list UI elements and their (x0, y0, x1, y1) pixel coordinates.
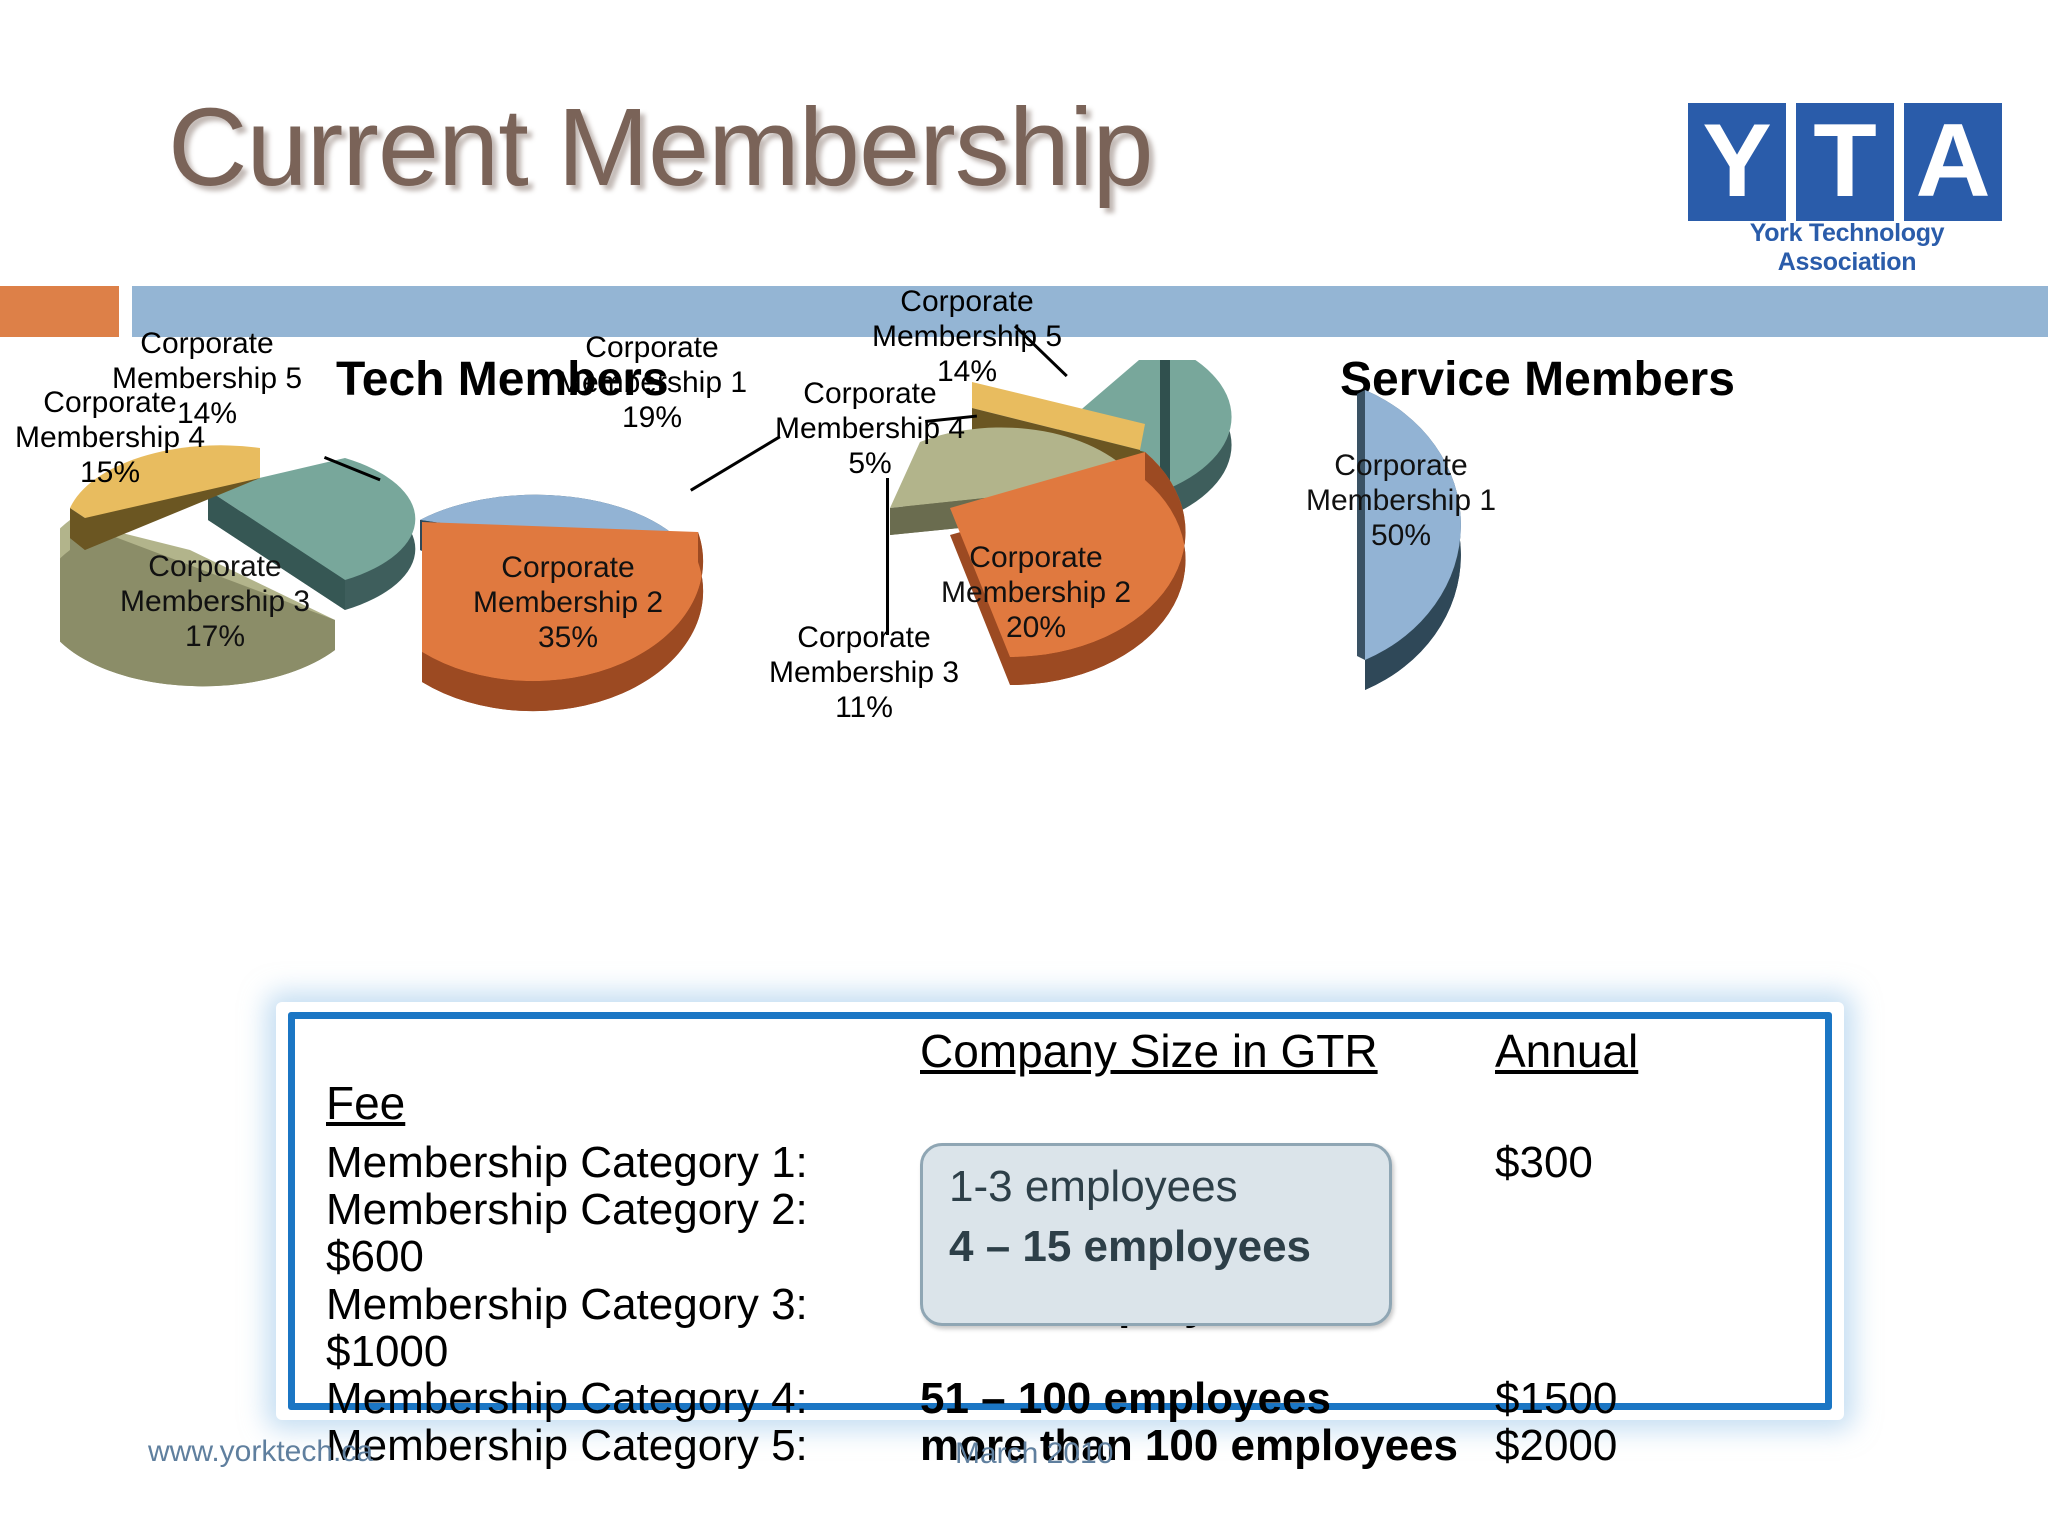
pie-label-value: 20% (1005, 611, 1067, 645)
pie-slice-service-m1 (1357, 390, 1461, 690)
service-members-pie-chart (890, 360, 1461, 690)
pie-label-value: 5% (848, 447, 892, 481)
pie-label-line2: Membership 3 (119, 585, 311, 619)
company-size-callout: 1-3 employees 4 – 15 employees (920, 1143, 1392, 1326)
tech-members-heading: Tech Members (336, 353, 669, 406)
accent-bar-orange (0, 286, 119, 337)
table-row-1-fee: $300 (1495, 1138, 1593, 1187)
table-row-2-category: Membership Category 2: (326, 1185, 808, 1234)
table-row-1-category: Membership Category 1: (326, 1138, 808, 1187)
pie-label-service-m4: Corporate Membership 4 5% (755, 376, 985, 481)
pie-label-tech-m3: Corporate Membership 3 17% (100, 549, 330, 654)
service-members-heading: Service Members (1340, 353, 1735, 406)
table-row-5-fee: $2000 (1495, 1421, 1618, 1470)
pie-label-line2: Membership 5 (871, 320, 1063, 354)
table-header-annual: Annual (1495, 1025, 1639, 1077)
pie-slice-tech-m2 (422, 522, 704, 712)
logo-letter-t: T (1796, 103, 1894, 221)
table-row-2-fee: $600 (326, 1232, 424, 1281)
pie-label-service-m2: Corporate Membership 2 20% (921, 540, 1151, 645)
pie-slice-tech-m5 (208, 458, 416, 610)
pie-label-value: 50% (1370, 519, 1432, 553)
pie-label-line2: Membership 1 (1305, 484, 1497, 518)
pie-label-value: 15% (79, 456, 141, 490)
tech-members-pie-chart (60, 445, 704, 712)
logo-letter-y: Y (1688, 103, 1786, 221)
footer-date: March 2010 (955, 1437, 1114, 1470)
table-row-4-fee: $1500 (1495, 1374, 1618, 1423)
pie-label-line1: Corporate (501, 551, 635, 584)
pie-label-value: 14% (936, 355, 998, 389)
pie-label-line1: Corporate (900, 285, 1034, 318)
pie-label-value: 19% (621, 401, 683, 435)
pie-label-line1: Corporate (1334, 449, 1468, 482)
pie-label-line2: Membership 5 (111, 362, 303, 396)
callout-line-2: 4 – 15 employees (949, 1222, 1312, 1271)
yta-logo: Y T A York Technology Association (1688, 103, 2018, 276)
pie-label-line1: Corporate (797, 621, 931, 654)
pie-label-line2: Membership 4 (14, 421, 206, 455)
pie-label-line2: Membership 1 (556, 366, 748, 400)
pie-slice-tech-m4 (70, 445, 260, 550)
pie-label-service-m3: Corporate Membership 3 11% (749, 620, 979, 725)
pie-slice-service-m2 (950, 452, 1186, 686)
pie-label-tech-m4: Corporate Membership 4 15% (0, 385, 225, 490)
pie-label-line2: Membership 3 (768, 656, 960, 690)
pie-label-line2: Membership 4 (774, 412, 966, 446)
table-row-4-category: Membership Category 4: (326, 1374, 808, 1423)
pie-label-line1: Corporate (803, 377, 937, 410)
table-row-3-fee: $1000 (326, 1327, 449, 1376)
pie-label-tech-m5: Corporate Membership 5 14% (92, 326, 322, 431)
table-header-company-size: Company Size in GTR (920, 1025, 1378, 1077)
table-row-3-category: Membership Category 3: (326, 1280, 808, 1329)
pie-label-service-m1: Corporate Membership 1 50% (1286, 448, 1516, 553)
pie-label-value: 35% (537, 621, 599, 655)
table-row-4-size: 51 – 100 employees (920, 1374, 1331, 1423)
pie-label-value: 14% (176, 397, 238, 431)
pie-label-value: 11% (835, 691, 893, 725)
table-row-5-category: Membership Category 5: (326, 1421, 808, 1470)
accent-bar-blue (132, 286, 2048, 337)
table-row-5-size: more than 100 employees (920, 1421, 1459, 1470)
pie-label-line2: Membership 2 (940, 576, 1132, 610)
logo-caption: York Technology Association (1749, 219, 1945, 276)
pie-label-line1: Corporate (43, 386, 177, 419)
pie-label-line1: Corporate (148, 550, 282, 583)
footer-website-link[interactable]: www.yorktech.ca (148, 1435, 374, 1468)
pie-label-tech-m1: Corporate Membership 1 19% (537, 330, 767, 435)
pie-label-line1: Corporate (585, 331, 719, 364)
pie-label-service-m5: Corporate Membership 5 14% (852, 284, 1082, 389)
pie-label-line1: Corporate (969, 541, 1103, 574)
pie-label-line1: Corporate (140, 327, 274, 360)
pie-label-value: 17% (184, 620, 246, 654)
table-header-fee: Fee (326, 1077, 406, 1129)
logo-letter-a: A (1904, 103, 2002, 221)
page-title: Current Membership (168, 86, 1154, 209)
leader-line-service-m3 (886, 478, 889, 635)
callout-line-1: 1-3 employees (949, 1162, 1238, 1211)
pie-label-tech-m2: Corporate Membership 2 35% (453, 550, 683, 655)
pie-label-line2: Membership 2 (472, 586, 664, 620)
pie-slice-tech-m3 (60, 520, 335, 687)
